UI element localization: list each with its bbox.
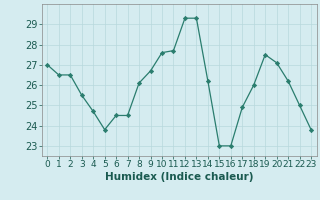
X-axis label: Humidex (Indice chaleur): Humidex (Indice chaleur) xyxy=(105,172,253,182)
